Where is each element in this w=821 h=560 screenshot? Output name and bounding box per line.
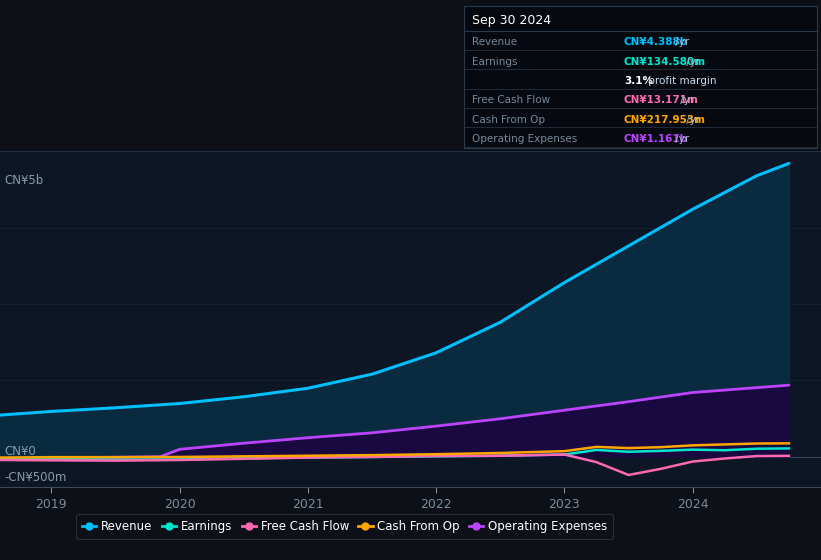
Text: Revenue: Revenue: [472, 38, 517, 47]
Text: CN¥134.580m: CN¥134.580m: [624, 57, 706, 67]
Text: /yr: /yr: [683, 57, 700, 67]
Text: CN¥4.388b: CN¥4.388b: [624, 38, 688, 47]
Text: 3.1%: 3.1%: [624, 76, 653, 86]
Text: CN¥217.953m: CN¥217.953m: [624, 115, 706, 124]
Text: /yr: /yr: [672, 134, 690, 144]
Text: /yr: /yr: [683, 115, 700, 124]
Legend: Revenue, Earnings, Free Cash Flow, Cash From Op, Operating Expenses: Revenue, Earnings, Free Cash Flow, Cash …: [76, 514, 613, 539]
Text: Earnings: Earnings: [472, 57, 517, 67]
Text: Sep 30 2024: Sep 30 2024: [472, 13, 551, 26]
Text: CN¥13.171m: CN¥13.171m: [624, 95, 699, 105]
Text: Cash From Op: Cash From Op: [472, 115, 545, 124]
Text: Operating Expenses: Operating Expenses: [472, 134, 577, 144]
Text: Free Cash Flow: Free Cash Flow: [472, 95, 550, 105]
Text: CN¥0: CN¥0: [4, 445, 36, 458]
Text: /yr: /yr: [677, 95, 695, 105]
Text: CN¥1.161b: CN¥1.161b: [624, 134, 688, 144]
Text: profit margin: profit margin: [645, 76, 717, 86]
Text: -CN¥500m: -CN¥500m: [4, 472, 67, 484]
Text: /yr: /yr: [672, 38, 690, 47]
Text: CN¥5b: CN¥5b: [4, 174, 44, 186]
